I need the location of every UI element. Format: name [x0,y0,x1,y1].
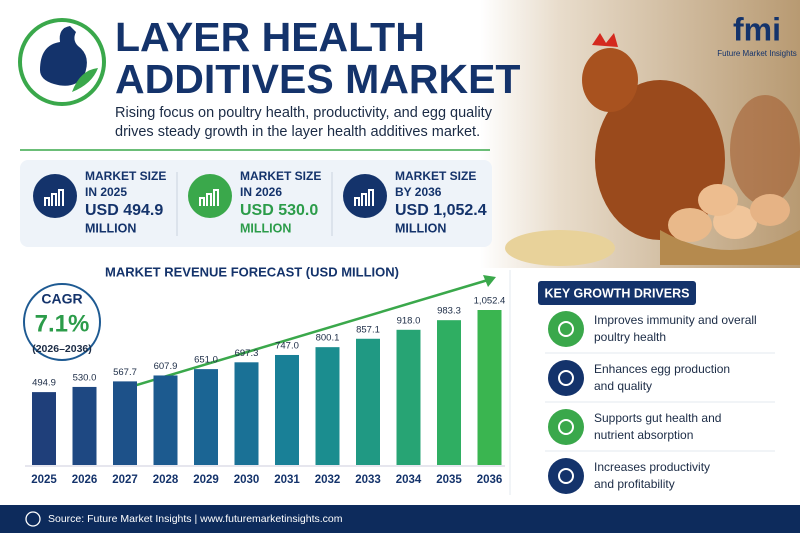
logo-ring [18,18,106,106]
stat-label: IN 2026 [240,185,282,199]
bar [153,375,178,465]
driver-icon [548,311,584,347]
stat-value: MILLION [85,221,136,235]
hen-comb [592,33,618,47]
stat-value: USD 1,052.4 [395,202,487,219]
trend-arrow [119,278,489,392]
driver-text: Improves immunity and overall [594,313,757,327]
cagr-ring [23,283,101,361]
stat-icon-glyph [199,189,219,206]
driver-icon-glyph [558,419,574,435]
bar [315,347,340,465]
egg [668,208,712,242]
footer-source: Source: Future Market Insights | www.fut… [48,513,343,525]
stat-icon-glyph [44,189,64,206]
footer-bar [0,505,800,533]
bar [437,320,461,465]
x-tick-label: 2035 [436,474,462,486]
driver-text: poultry health [594,330,666,344]
value-label: 530.0 [73,372,97,383]
title-line: LAYER HEALTH [115,14,425,60]
cagr-period: (2026–2036) [32,343,92,355]
value-label: 857.1 [356,324,380,335]
driver-text: Enhances egg production [594,362,730,376]
x-tick-label: 2028 [153,474,179,486]
value-label: 651.0 [194,355,218,366]
globe-icon [25,511,41,527]
subtitle-line: drives steady growth in the layer health… [115,124,480,140]
value-label: 494.9 [32,378,56,389]
x-tick-label: 2026 [72,474,98,486]
stat-label: MARKET SIZE [85,169,166,183]
x-tick-label: 2032 [315,474,341,486]
hen-head [582,48,638,112]
hen-body [595,80,725,240]
cagr-label: CAGR [41,291,82,307]
x-tick-label: 2025 [31,474,57,486]
subtitle-line: Rising focus on poultry health, producti… [115,105,493,121]
bar [275,354,299,465]
x-tick-label: 2030 [234,474,260,486]
value-label: 1,052.4 [474,296,506,307]
stat-label: MARKET SIZE [395,169,476,183]
egg [750,194,790,226]
stat-label: IN 2025 [85,185,127,199]
logo: fmi [733,11,781,47]
drivers-header [538,281,696,305]
value-label: 800.1 [316,333,340,344]
driver-text: nutrient absorption [594,428,693,442]
driver-icon [548,409,584,445]
value-label: 697.3 [235,348,259,359]
x-tick-label: 2031 [274,474,300,486]
stat-label: MARKET SIZE [240,169,321,183]
driver-icon [548,360,584,396]
egg [698,184,738,216]
bar [113,381,137,465]
x-tick-label: 2029 [193,474,219,486]
value-label: 983.3 [437,306,461,317]
driver-icon [548,458,584,494]
driver-icon-glyph [558,370,574,386]
driver-text: and profitability [594,477,675,491]
logo-caption: Future Market Insights [717,49,797,58]
value-label: 918.0 [397,315,421,326]
stat-icon-glyph [354,189,374,206]
cagr-value: 7.1% [35,310,90,337]
bar [477,310,502,465]
x-tick-label: 2033 [355,474,381,486]
stat-value: USD 494.9 [85,202,163,219]
drivers-title: KEY GROWTH DRIVERS [545,286,690,300]
bar [234,362,259,465]
value-label: 607.9 [154,361,178,372]
stat-value: MILLION [240,221,291,235]
x-tick-label: 2036 [477,474,503,486]
driver-text: Supports gut health and [594,411,721,425]
feed-bowl [505,230,615,266]
stat-value: MILLION [395,221,446,235]
x-tick-label: 2027 [112,474,138,486]
driver-text: and quality [594,379,652,393]
value-label: 747.0 [275,340,299,351]
bar [396,329,421,465]
bar [194,369,218,465]
bar [356,338,380,465]
stat-label: BY 2036 [395,185,442,199]
chart-title: MARKET REVENUE FORECAST (USD MILLION) [105,264,399,279]
basket [660,230,800,265]
hen-icon [40,26,87,86]
driver-text: Increases productivity [594,460,710,474]
value-label: 567.7 [113,367,137,378]
stat-value: USD 530.0 [240,202,318,219]
driver-icon-glyph [558,321,574,337]
bar [72,386,97,465]
driver-icon-glyph [558,468,574,484]
trend-arrowhead [483,275,496,287]
x-tick-label: 2034 [396,474,422,486]
bar [32,392,56,465]
leaf-icon [72,68,98,92]
hen-back [730,95,800,205]
title-line: ADDITIVES MARKET [115,56,520,102]
